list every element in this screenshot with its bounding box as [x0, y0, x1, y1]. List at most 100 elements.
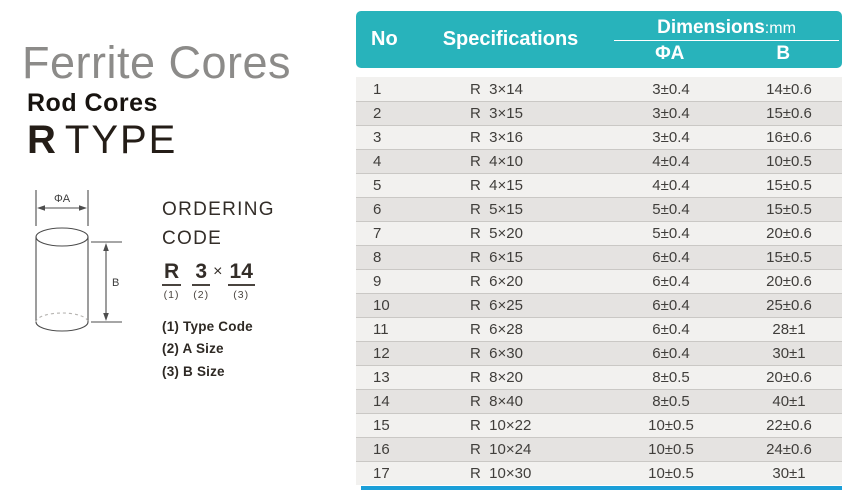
code-part-type: R (1): [162, 260, 182, 302]
row-dim-a: 3±0.4: [652, 129, 690, 146]
ordering-code-example: R (1) 3 (2) × 14 (3): [162, 260, 347, 301]
table-body: 1 R 3×14 3±0.4 14±0.6 2 R 3×15 3±0.4 15±…: [356, 77, 842, 485]
row-number: 17: [373, 465, 390, 482]
code-value: 3: [192, 260, 211, 287]
row-spec: R 8×20: [470, 369, 523, 386]
product-subtitle: Rod Cores: [27, 89, 158, 117]
row-dim-b: 20±0.6: [766, 225, 812, 242]
row-spec: R 4×10: [470, 153, 523, 170]
row-dim-b: 14±0.6: [766, 80, 812, 98]
ordering-legend: (1) Type Code (2) A Size (3) B Size: [162, 316, 347, 383]
row-spec: R 8×40: [470, 393, 523, 410]
row-dim-b: 15±0.5: [766, 177, 812, 194]
row-spec: R 6×15: [470, 249, 523, 266]
table-row: 12 R 6×30 6±0.4 30±1: [356, 341, 842, 365]
rod-core-diagram: ΦA B: [35, 190, 122, 332]
cylinder-bottom-front: [35, 321, 89, 332]
header-dimensions-label: Dimensions: [657, 17, 765, 38]
table-row: 4 R 4×10 4±0.4 10±0.5: [356, 149, 842, 173]
row-spec: R 10×30: [470, 465, 532, 482]
ordering-heading-line1: ORDERING: [162, 199, 275, 220]
arrowhead-up: [103, 243, 109, 251]
row-dim-b: 30±1: [772, 465, 806, 482]
table-row: 3 R 3×16 3±0.4 16±0.6: [356, 125, 842, 149]
row-number: 13: [373, 369, 390, 386]
bottom-accent-line: [361, 486, 842, 490]
table-row: 9 R 6×20 6±0.4 20±0.6: [356, 269, 842, 293]
table-row: 13 R 8×20 8±0.5 20±0.6: [356, 365, 842, 389]
header-col-b: B: [776, 43, 791, 64]
row-dim-b: 20±0.6: [766, 273, 812, 290]
row-dim-a: 6±0.4: [652, 273, 690, 290]
header-divider: [614, 40, 839, 41]
table-row: 5 R 4×15 4±0.4 15±0.5: [356, 173, 842, 197]
row-dim-a: 6±0.4: [652, 249, 690, 266]
row-dim-b: 28±1: [772, 321, 806, 338]
code-part-b-size: 14 (3): [227, 260, 255, 302]
table-row: 11 R 6×28 6±0.4 28±1: [356, 317, 842, 341]
row-number: 10: [373, 297, 390, 314]
type-letter: R: [27, 118, 56, 162]
row-spec: R 10×22: [470, 417, 532, 434]
table-row: 6 R 5×15 5±0.4 15±0.5: [356, 197, 842, 221]
row-dim-a: 5±0.4: [652, 225, 690, 242]
cylinder-top: [35, 227, 89, 247]
row-dim-a: 5±0.4: [652, 201, 690, 218]
row-dim-a: 10±0.5: [648, 465, 694, 482]
row-spec: R 4×15: [470, 177, 523, 194]
table-row: 16 R 10×24 10±0.5 24±0.6: [356, 437, 842, 461]
header-dimensions-group: Dimensions:mm ΦA B: [611, 11, 842, 68]
row-spec: R 6×28: [470, 321, 523, 338]
row-dim-b: 15±0.6: [766, 105, 812, 122]
row-number: 3: [373, 129, 382, 146]
row-dim-b: 20±0.6: [766, 369, 812, 386]
row-dim-a: 10±0.5: [648, 417, 694, 434]
row-dim-b: 15±0.5: [766, 249, 812, 266]
legend-type-code: (1) Type Code: [162, 319, 253, 335]
row-number: 2: [373, 105, 382, 122]
table-header: No Specifications Dimensions:mm ΦA B: [356, 11, 842, 68]
row-dim-b: 30±1: [772, 345, 806, 362]
header-no: No: [371, 28, 398, 50]
row-number: 11: [373, 321, 389, 338]
page-title: Ferrite Cores: [22, 37, 292, 88]
row-dim-b: 25±0.6: [766, 297, 812, 314]
row-number: 15: [373, 417, 390, 434]
table-row: 10 R 6×25 6±0.4 25±0.6: [356, 293, 842, 317]
row-dim-a: 6±0.4: [652, 297, 690, 314]
row-number: 9: [373, 273, 382, 290]
ordering-heading-line2: CODE: [162, 227, 223, 249]
arrowhead-down: [103, 313, 109, 321]
row-dim-b: 15±0.5: [766, 201, 812, 218]
row-dim-a: 3±0.4: [652, 105, 690, 122]
legend-b-size: (3) B Size: [162, 363, 225, 379]
type-heading: R TYPE: [27, 120, 177, 160]
code-index: (2): [193, 289, 210, 302]
row-spec: R 3×15: [470, 105, 523, 122]
table-row: 1 R 3×14 3±0.4 14±0.6: [356, 77, 842, 101]
arrowhead-right: [79, 205, 87, 211]
row-dim-a: 10±0.5: [648, 441, 694, 458]
row-dim-a: 8±0.5: [652, 369, 690, 386]
row-number: 6: [373, 201, 382, 218]
row-number: 4: [373, 153, 382, 170]
row-number: 8: [373, 249, 382, 266]
row-spec: R 3×14: [470, 80, 523, 98]
code-index: (1): [163, 289, 180, 302]
table-row: 15 R 10×22 10±0.5 22±0.6: [356, 413, 842, 437]
row-spec: R 6×30: [470, 345, 523, 362]
row-number: 12: [373, 345, 390, 362]
diagram-b-label: B: [112, 277, 119, 289]
code-index: (3): [233, 289, 250, 302]
row-dim-a: 3±0.4: [652, 80, 690, 98]
row-dim-a: 6±0.4: [652, 345, 690, 362]
type-word: TYPE: [64, 118, 178, 162]
row-number: 7: [373, 225, 382, 242]
code-value: 14: [227, 260, 255, 287]
row-dim-b: 16±0.6: [766, 129, 812, 146]
header-dim-columns: ΦA B: [613, 41, 840, 66]
code-value: R: [162, 260, 182, 287]
row-dim-b: 22±0.6: [766, 417, 812, 434]
ordering-code-block: ORDERING CODE R (1) 3 (2) × 14 (3) (1) T…: [162, 196, 347, 383]
header-col-a: ΦA: [655, 43, 685, 64]
